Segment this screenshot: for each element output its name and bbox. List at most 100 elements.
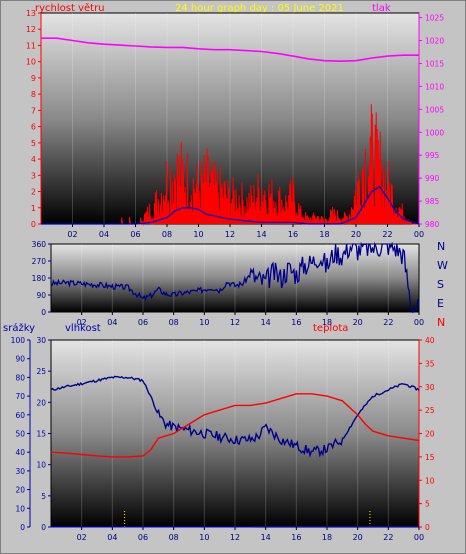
y-left-tick-label: 8 bbox=[31, 90, 36, 99]
y-left-tick-label: 6 bbox=[31, 123, 36, 132]
humidity-axis-tick-label: 5 bbox=[41, 492, 46, 501]
rain-axis-tick-label: 0 bbox=[20, 523, 25, 532]
x-tick-label: 08 bbox=[162, 230, 172, 239]
x-tick-label: 22 bbox=[383, 318, 393, 327]
y-left-tick-label: 2 bbox=[31, 188, 36, 197]
plot-area bbox=[40, 12, 420, 225]
y-right-tick-label: 980 bbox=[425, 220, 440, 229]
y-right-tick-label: 1005 bbox=[425, 105, 444, 114]
x-tick-label: 00 bbox=[414, 318, 424, 327]
x-tick-label: 12 bbox=[230, 318, 240, 327]
x-tick-label: 10 bbox=[193, 230, 203, 239]
x-tick-label: 20 bbox=[353, 533, 363, 542]
y-right-tick-label: 990 bbox=[425, 174, 440, 183]
y-tick-label: 90 bbox=[36, 291, 46, 300]
x-tick-label: 14 bbox=[256, 230, 266, 239]
series-average bbox=[41, 185, 420, 225]
x-tick-label: 06 bbox=[130, 230, 140, 239]
rain-axis-tick-label: 60 bbox=[15, 411, 25, 420]
rain-axis-tick-label: 100 bbox=[11, 336, 26, 345]
humidity-temperature-panel: 02 04 06 08 10 12 14 16 18 20 22 000102030405060708… bbox=[11, 336, 435, 542]
temperature-title: teplota bbox=[313, 323, 348, 334]
x-tick-label: 02 bbox=[77, 318, 87, 327]
x-tick-label: 14 bbox=[261, 318, 271, 327]
direction-label: E bbox=[437, 297, 444, 310]
series-direction bbox=[50, 241, 420, 314]
x-tick-label: 02 bbox=[77, 533, 87, 542]
y-tick-label: 0 bbox=[41, 308, 46, 317]
rain-axis-tick-label: 20 bbox=[15, 486, 25, 495]
x-tick-label: 12 bbox=[230, 533, 240, 542]
x-tick-label: 00 bbox=[414, 230, 424, 239]
x-tick-label: 08 bbox=[169, 533, 179, 542]
humidity-title: vlhkost bbox=[65, 323, 101, 334]
x-tick-label: 12 bbox=[225, 230, 235, 239]
y-left-tick-label: 13 bbox=[26, 9, 36, 18]
x-tick-label: 20 bbox=[351, 230, 361, 239]
y-right-tick-label: 1025 bbox=[425, 14, 444, 23]
y-tick-label: 180 bbox=[32, 274, 47, 283]
x-tick-label: 04 bbox=[99, 230, 109, 239]
temperature-axis-tick-label: 0 bbox=[425, 523, 430, 532]
y-right-tick-label: 985 bbox=[425, 197, 440, 206]
x-tick-label: 16 bbox=[288, 230, 298, 239]
y-tick-label: 360 bbox=[32, 240, 47, 249]
humidity-axis-tick-label: 25 bbox=[36, 367, 46, 376]
humidity-axis-tick-label: 30 bbox=[36, 336, 46, 345]
y-right-tick-label: 1020 bbox=[425, 37, 444, 46]
humidity-axis-tick-label: 20 bbox=[36, 398, 46, 407]
x-tick-label: 10 bbox=[199, 533, 209, 542]
y-left-tick-label: 10 bbox=[26, 58, 36, 67]
y-left-tick-label: 9 bbox=[31, 74, 36, 83]
y-right-tick-label: 1000 bbox=[425, 128, 444, 137]
y-left-tick-label: 11 bbox=[26, 41, 36, 50]
humidity-axis-tick-label: 0 bbox=[41, 523, 46, 532]
direction-label: S bbox=[437, 278, 444, 291]
series-rain bbox=[51, 525, 419, 528]
temperature-axis-tick-label: 15 bbox=[425, 453, 435, 462]
x-tick-label: 18 bbox=[322, 318, 332, 327]
y-left-tick-label: 1 bbox=[31, 204, 36, 213]
series-gusts bbox=[41, 104, 419, 226]
series-temperature bbox=[50, 393, 420, 458]
x-tick-label: 18 bbox=[322, 533, 332, 542]
humidity-axis-tick-label: 15 bbox=[36, 430, 46, 439]
x-tick-label: 20 bbox=[353, 318, 363, 327]
x-tick-label: 14 bbox=[261, 533, 271, 542]
wind-speed-title: rychlost větru bbox=[35, 2, 105, 14]
y-left-tick-label: 0 bbox=[31, 220, 36, 229]
direction-label: N bbox=[437, 316, 445, 329]
rain-title: srážky bbox=[3, 322, 35, 334]
y-left-tick-label: 7 bbox=[31, 106, 36, 115]
rain-axis-tick-label: 80 bbox=[15, 373, 25, 382]
rain-axis-tick-label: 70 bbox=[15, 392, 25, 401]
x-tick-label: 16 bbox=[291, 318, 301, 327]
temperature-axis-tick-label: 20 bbox=[425, 430, 435, 439]
rain-axis-tick-label: 10 bbox=[15, 504, 25, 513]
temperature-axis-tick-label: 10 bbox=[425, 476, 435, 485]
y-tick-label: 270 bbox=[32, 257, 47, 266]
y-left-tick-label: 12 bbox=[26, 25, 36, 34]
y-left-tick-label: 4 bbox=[31, 155, 36, 164]
rain-axis-tick-label: 30 bbox=[15, 467, 25, 476]
x-tick-label: 22 bbox=[383, 533, 393, 542]
pressure-title: tlak bbox=[372, 3, 391, 14]
wind-pressure-panel: 02 04 06 08 10 12 14 16 18 20 22 000123456789101112… bbox=[26, 9, 445, 239]
temperature-axis-tick-label: 30 bbox=[425, 383, 435, 392]
chart-title: 24 hour graph day : 05 June 2021 bbox=[175, 3, 344, 14]
x-tick-label: 00 bbox=[414, 533, 424, 542]
x-tick-label: 06 bbox=[138, 318, 148, 327]
x-tick-label: 22 bbox=[382, 230, 392, 239]
humidity-axis-tick-label: 10 bbox=[36, 461, 46, 470]
rain-axis-tick-label: 90 bbox=[15, 355, 25, 364]
temperature-axis-tick-label: 40 bbox=[425, 336, 435, 345]
y-left-tick-label: 5 bbox=[31, 139, 36, 148]
y-right-tick-label: 995 bbox=[425, 151, 440, 160]
y-right-tick-label: 1010 bbox=[425, 82, 444, 91]
direction-label: W bbox=[437, 259, 448, 272]
series-tlak bbox=[41, 37, 419, 63]
x-tick-label: 04 bbox=[107, 318, 117, 327]
x-tick-label: 10 bbox=[199, 318, 209, 327]
